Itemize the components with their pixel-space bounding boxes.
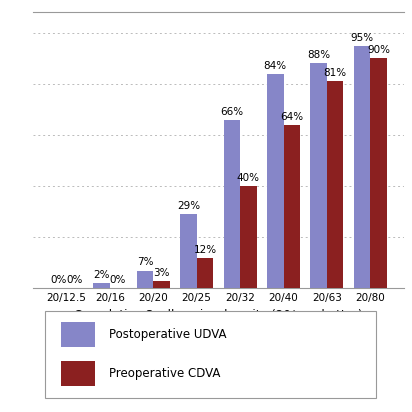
Bar — [354, 46, 370, 288]
Bar — [327, 82, 344, 288]
Text: 0%: 0% — [50, 275, 66, 286]
Text: 0%: 0% — [110, 275, 126, 286]
Bar — [137, 271, 153, 288]
Text: 90%: 90% — [367, 45, 390, 55]
Text: 7%: 7% — [137, 258, 153, 267]
Text: 29%: 29% — [177, 201, 200, 211]
Bar — [311, 63, 327, 288]
Bar — [224, 120, 240, 288]
Text: 88%: 88% — [307, 50, 330, 61]
Bar — [267, 74, 283, 288]
Text: 81%: 81% — [324, 68, 347, 78]
Bar — [240, 186, 257, 288]
Bar — [93, 283, 110, 288]
Bar — [370, 59, 387, 288]
X-axis label: Cumulative Snellen visual acuity (20/x or better): Cumulative Snellen visual acuity (20/x o… — [74, 309, 363, 322]
FancyBboxPatch shape — [61, 322, 95, 347]
Text: 66%: 66% — [220, 107, 243, 117]
Text: 2%: 2% — [93, 270, 110, 280]
Text: 64%: 64% — [280, 112, 303, 122]
Text: 3%: 3% — [153, 268, 170, 278]
Text: Postoperative UDVA: Postoperative UDVA — [109, 328, 226, 341]
Bar — [180, 214, 197, 288]
Text: 0%: 0% — [66, 275, 83, 286]
Text: 12%: 12% — [193, 245, 216, 255]
Text: 95%: 95% — [351, 33, 374, 42]
Bar — [197, 258, 213, 288]
FancyBboxPatch shape — [44, 311, 376, 398]
Bar — [283, 125, 300, 288]
Text: 40%: 40% — [237, 173, 260, 183]
Text: 84%: 84% — [264, 61, 287, 70]
FancyBboxPatch shape — [61, 360, 95, 386]
Text: Preoperative CDVA: Preoperative CDVA — [109, 367, 220, 380]
Bar — [153, 281, 170, 288]
